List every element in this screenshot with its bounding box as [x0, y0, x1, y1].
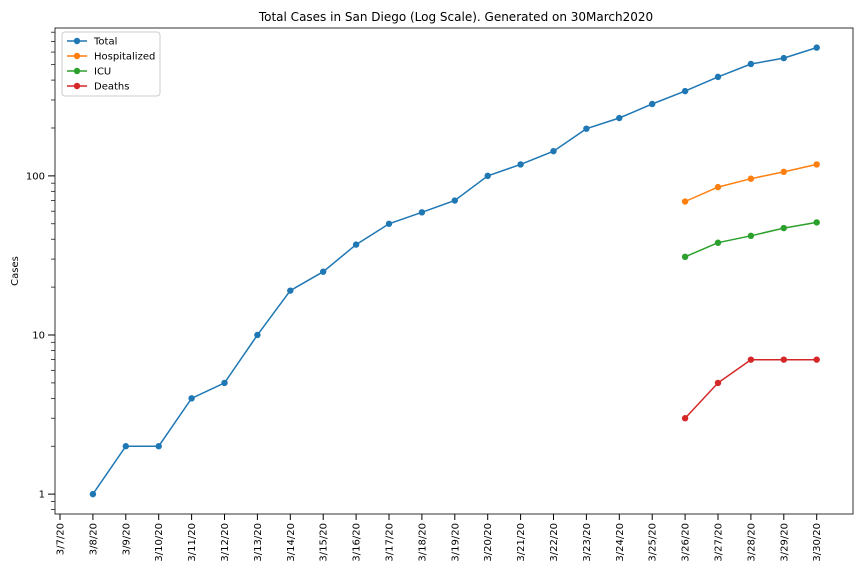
- data-point: [780, 168, 787, 176]
- x-tick-label: 3/25/20: [648, 523, 659, 562]
- x-tick-label: 3/24/20: [615, 523, 626, 562]
- series-layer: [89, 44, 820, 498]
- data-point: [550, 147, 557, 155]
- data-point: [780, 356, 787, 363]
- x-tick-label: 3/23/20: [582, 523, 593, 562]
- data-point: [287, 287, 294, 294]
- legend-item: Total: [67, 37, 117, 48]
- y-tick-label: 10: [32, 331, 45, 342]
- x-tick-label: 3/9/20: [121, 523, 132, 555]
- y-tick-label: 100: [26, 171, 45, 182]
- data-point: [681, 415, 689, 422]
- x-tick-label: 3/27/20: [714, 523, 725, 562]
- data-point: [747, 60, 755, 68]
- series-line: [684, 163, 817, 203]
- x-tick-label: 3/17/20: [385, 523, 396, 562]
- series-deaths: [681, 356, 820, 422]
- x-tick-label: 3/7/20: [56, 523, 67, 555]
- data-point: [813, 161, 820, 168]
- x-axis: 3/7/20 3/8/20 3/9/20 3/10/20 3/11/20 3/12/20 3…: [56, 514, 823, 562]
- data-point: [254, 331, 261, 339]
- y-tick-label: 1: [39, 490, 45, 501]
- series-icu: [681, 219, 820, 261]
- legend-item: Deaths: [67, 82, 129, 93]
- data-point: [714, 183, 722, 191]
- x-tick-label: 3/30/20: [812, 523, 823, 562]
- data-point: [583, 125, 590, 132]
- y-axis: 1 10 100: [26, 31, 55, 510]
- plot-area: [54, 27, 854, 515]
- legend-label: Total: [93, 37, 117, 48]
- chart-title: Total Cases in San Diego (Log Scale). Ge…: [258, 10, 653, 24]
- legend-item: ICU: [67, 67, 111, 78]
- data-point: [813, 356, 820, 363]
- x-tick-label: 3/16/20: [352, 523, 363, 562]
- x-tick-label: 3/13/20: [253, 523, 264, 562]
- x-tick-label: 3/10/20: [154, 523, 165, 562]
- x-tick-label: 3/26/20: [681, 523, 692, 562]
- x-tick-label: 3/19/20: [450, 523, 461, 562]
- data-point: [385, 220, 393, 227]
- x-tick-label: 3/14/20: [286, 523, 297, 562]
- data-point: [780, 54, 787, 62]
- data-point: [451, 197, 458, 204]
- data-point: [89, 490, 97, 498]
- series-line: [92, 46, 817, 495]
- data-point: [517, 161, 524, 168]
- legend-label: ICU: [94, 67, 111, 78]
- x-tick-label: 3/20/20: [483, 523, 494, 562]
- data-point: [747, 232, 755, 240]
- series-total: [89, 44, 820, 498]
- legend-marker: [73, 82, 81, 90]
- x-tick-label: 3/29/20: [779, 523, 790, 562]
- series-line: [684, 358, 817, 419]
- data-point: [714, 73, 722, 81]
- series-hospitalized: [681, 161, 820, 205]
- data-point: [813, 44, 820, 51]
- data-point: [221, 379, 228, 387]
- x-tick-label: 3/11/20: [187, 523, 198, 562]
- data-point: [649, 100, 656, 108]
- x-tick-label: 3/18/20: [417, 523, 428, 562]
- legend-marker: [73, 52, 81, 60]
- data-point: [681, 253, 689, 261]
- data-point: [714, 239, 722, 246]
- data-point: [780, 224, 787, 232]
- data-point: [681, 198, 689, 205]
- data-point: [418, 209, 426, 216]
- x-tick-label: 3/21/20: [516, 523, 527, 562]
- legend-label: Deaths: [94, 82, 129, 93]
- x-tick-label: 3/12/20: [220, 523, 231, 562]
- data-point: [122, 443, 129, 450]
- data-point: [188, 395, 195, 402]
- y-axis-label: Cases: [10, 256, 21, 286]
- data-point: [352, 241, 360, 248]
- x-tick-label: 3/22/20: [549, 523, 560, 562]
- data-point: [747, 356, 755, 363]
- data-point: [813, 219, 820, 226]
- series-line: [684, 221, 817, 258]
- x-tick-label: 3/8/20: [88, 523, 99, 555]
- x-tick-label: 3/15/20: [319, 523, 330, 562]
- data-point: [747, 175, 755, 182]
- data-point: [320, 268, 327, 275]
- data-point: [714, 379, 722, 387]
- legend: Total Hospitalized ICU Deaths: [61, 31, 161, 97]
- legend-label: Hospitalized: [94, 52, 155, 63]
- legend-marker: [73, 67, 81, 75]
- data-point: [616, 114, 623, 122]
- legend-box: [61, 31, 161, 97]
- legend-item: Hospitalized: [67, 52, 155, 63]
- data-point: [155, 443, 162, 450]
- plot-frame: [54, 27, 854, 515]
- data-point: [484, 172, 491, 180]
- x-tick-label: 3/28/20: [746, 523, 757, 562]
- data-point: [681, 87, 689, 95]
- legend-marker: [73, 37, 81, 45]
